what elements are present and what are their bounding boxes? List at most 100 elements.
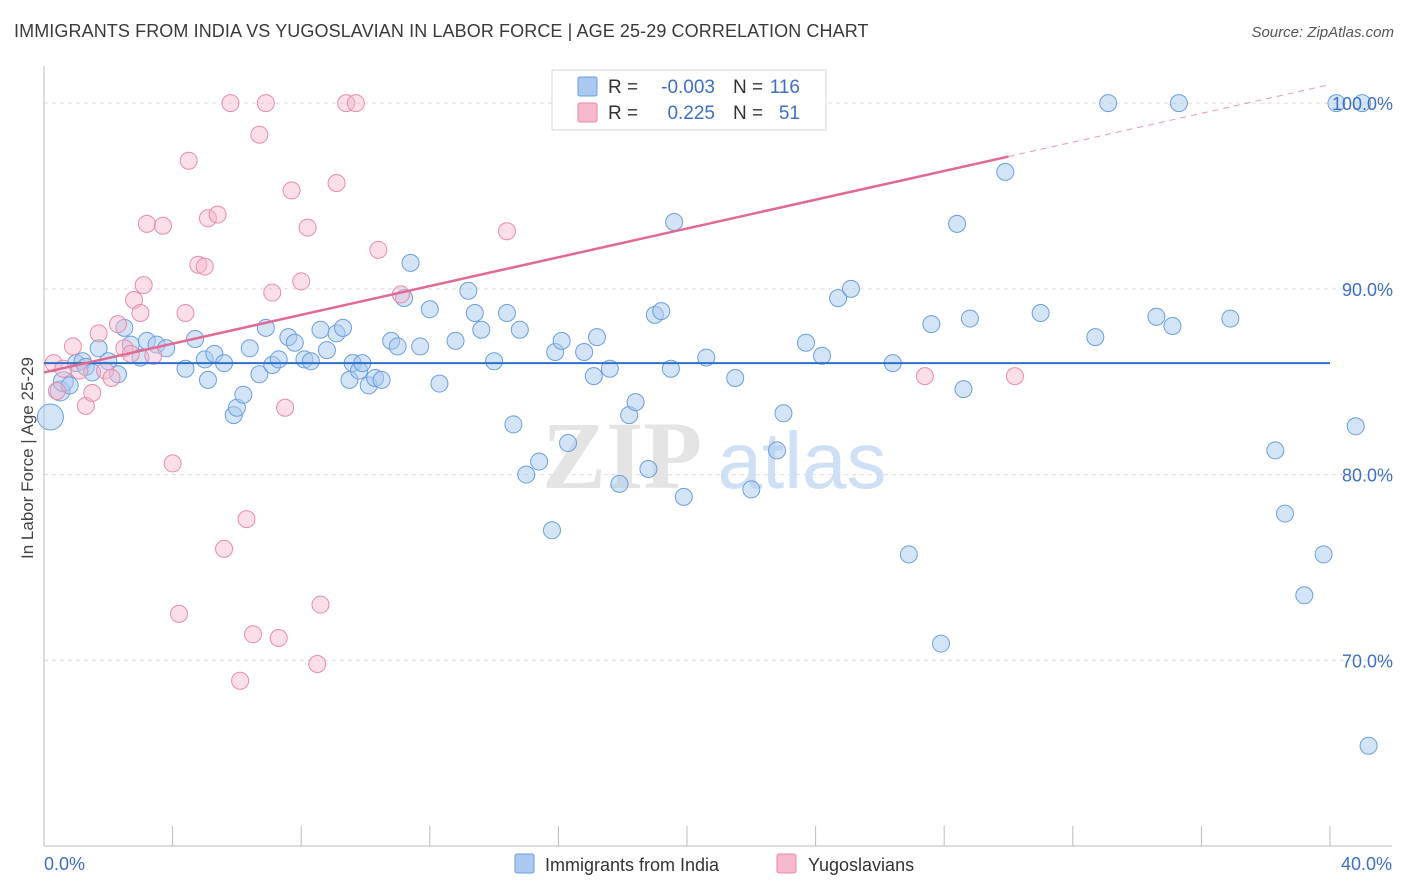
- india-point: [674, 487, 693, 506]
- india-point: [388, 337, 407, 356]
- yugoslavian-point: [221, 94, 240, 113]
- india-point: [584, 367, 603, 386]
- india-point: [485, 352, 504, 371]
- yugo-swatch: [577, 102, 598, 123]
- yugoslavian-point: [198, 209, 217, 228]
- yugoslavian-trend-extension: [1008, 84, 1331, 158]
- yugoslavian-point: [915, 367, 934, 386]
- yugoslavian-point: [63, 337, 82, 356]
- india-point: [1086, 328, 1105, 347]
- india-point: [954, 380, 973, 399]
- yugoslavian-point: [179, 151, 198, 170]
- india-point: [234, 385, 253, 404]
- india-point: [1353, 94, 1372, 113]
- yugoslavian-point: [308, 655, 327, 673]
- india-point: [372, 370, 391, 389]
- india-point: [960, 309, 979, 328]
- india-point: [931, 634, 950, 653]
- yugoslavian-point: [176, 304, 195, 322]
- india-point: [661, 359, 680, 378]
- india-point: [575, 343, 594, 361]
- india-point: [610, 474, 629, 493]
- yugoslavian-point: [327, 174, 346, 192]
- india-swatch: [577, 76, 598, 97]
- india-point: [459, 281, 478, 300]
- yugoslavian-point: [189, 255, 208, 274]
- yugoslavian-point: [208, 205, 227, 224]
- legend-yugo-label: Yugoslavians: [808, 855, 914, 875]
- yugoslavian-point: [276, 398, 295, 417]
- india-point: [176, 359, 195, 378]
- yugoslavian-point: [195, 257, 214, 276]
- india-point: [430, 374, 449, 393]
- yugoslavian-point: [298, 218, 317, 237]
- yugoslavian-point: [243, 625, 262, 644]
- yugoslavian-point: [134, 276, 153, 295]
- yugoslavian-point: [292, 272, 311, 291]
- india-point: [198, 370, 217, 389]
- india-point: [1359, 736, 1378, 755]
- india-point: [1266, 441, 1285, 460]
- india-point: [517, 465, 536, 484]
- india-point: [552, 331, 571, 350]
- yugoslavian-point: [215, 539, 234, 558]
- india-point: [269, 350, 288, 369]
- india-point: [504, 415, 523, 434]
- yugo-n-value: 51: [779, 103, 800, 124]
- india-point: [411, 337, 430, 356]
- legend-india-swatch: [514, 853, 535, 874]
- yugoslavian-point: [311, 595, 330, 614]
- yugoslavian-point: [96, 361, 115, 380]
- india-r-value: -0.003: [661, 77, 715, 98]
- india-point: [1147, 307, 1166, 326]
- yugoslavian-point: [346, 94, 365, 113]
- india-point: [626, 393, 645, 412]
- india-point: [1169, 94, 1188, 113]
- india-point: [841, 279, 860, 298]
- india-points: [36, 94, 1378, 755]
- india-point: [36, 403, 64, 431]
- yugoslavian-point: [263, 283, 282, 302]
- axes: [43, 66, 1392, 847]
- india-point: [922, 315, 941, 334]
- stats-legend: R = -0.003 N = 116 R = 0.225 N = 51: [551, 69, 827, 131]
- india-point: [639, 460, 658, 478]
- watermark: ZIP atlas: [542, 402, 887, 509]
- y-tick-label: 100.0%: [1332, 94, 1393, 114]
- yugoslavian-point: [102, 369, 121, 387]
- india-point: [652, 302, 671, 321]
- x-tick-label: 40.0%: [1341, 854, 1392, 874]
- yugoslavian-point: [163, 454, 182, 473]
- legend-india-label: Immigrants from India: [545, 855, 720, 875]
- india-point: [1314, 545, 1333, 564]
- yugoslavian-point: [47, 382, 66, 400]
- india-point: [333, 318, 352, 337]
- trend-lines: [43, 84, 1331, 374]
- yugoslavian-points: [44, 94, 1024, 690]
- yugoslavian-point: [231, 671, 250, 690]
- india-point: [1295, 586, 1314, 605]
- india-point: [829, 289, 848, 308]
- india-n-label: N =: [733, 77, 763, 98]
- x-tick-label: 0.0%: [44, 854, 85, 874]
- yugoslavian-point: [131, 304, 150, 322]
- y-tick-label: 90.0%: [1342, 280, 1393, 300]
- india-point: [465, 304, 484, 322]
- india-point: [1327, 94, 1346, 113]
- yugoslavian-point: [237, 510, 256, 529]
- y-tick-label: 80.0%: [1342, 466, 1393, 486]
- india-point: [1163, 317, 1182, 335]
- india-point: [899, 545, 918, 564]
- yugoslavian-point: [170, 604, 189, 623]
- yugoslavian-point: [250, 125, 269, 144]
- india-r-label: R =: [608, 77, 638, 98]
- y-tick-label: 70.0%: [1342, 651, 1393, 671]
- yugoslavian-point: [1005, 367, 1024, 386]
- yugo-r-label: R =: [608, 103, 638, 124]
- yugoslavian-point: [256, 94, 275, 113]
- india-point: [446, 331, 465, 350]
- india-point: [301, 352, 320, 371]
- india-point: [559, 434, 578, 452]
- india-point: [240, 339, 259, 358]
- india-point: [420, 300, 439, 319]
